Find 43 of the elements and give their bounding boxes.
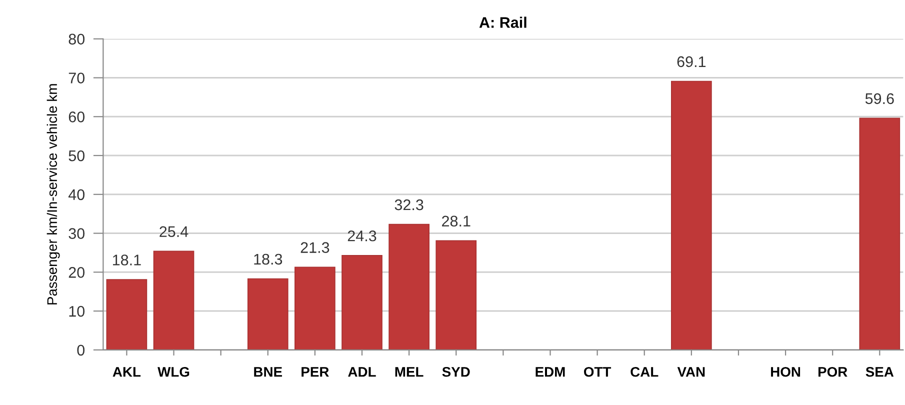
data-label: 18.3 — [254, 254, 282, 265]
x-tick-label: EDM — [536, 367, 565, 377]
data-label: 18.1 — [113, 254, 141, 266]
data-label: 32.3 — [394, 199, 424, 210]
y-tick-label: 20 — [68, 267, 85, 278]
data-label: 24.3 — [348, 230, 376, 242]
x-tick-label: POR — [818, 366, 848, 377]
y-tick-label: 0 — [77, 344, 85, 356]
data-label: 25.4 — [160, 226, 188, 238]
bar — [342, 255, 382, 350]
x-tick-label: CAL — [630, 366, 658, 377]
x-tick-label: VAN — [677, 367, 705, 377]
data-label: 59.6 — [865, 93, 894, 104]
bar — [247, 278, 288, 350]
y-tick-label: 80 — [68, 34, 85, 45]
bar — [436, 240, 477, 350]
y-tick-label: 40 — [68, 189, 85, 200]
x-tick-label: AKL — [112, 367, 141, 377]
x-tick-label: PER — [302, 367, 329, 377]
bar — [388, 224, 430, 350]
y-tick-label: 30 — [68, 228, 85, 239]
bar — [859, 118, 900, 350]
x-tick-label: SEA — [866, 366, 894, 377]
x-tick-label: OTT — [584, 366, 612, 377]
y-tick-label: 10 — [69, 306, 85, 317]
chart-title: A: Rail — [479, 16, 526, 28]
data-label: 21.3 — [300, 242, 330, 253]
y-tick-label: 60 — [68, 112, 85, 122]
x-tick-label: ADL — [348, 367, 376, 377]
x-tick-label: SYD — [442, 366, 470, 377]
bar — [294, 266, 336, 350]
data-label: 69.1 — [677, 56, 706, 68]
x-tick-label: HON — [771, 366, 800, 377]
x-tick-label: MEL — [395, 367, 424, 377]
bar — [106, 279, 148, 350]
y-axis-title: Passenger km/In-service vehicle km — [46, 84, 60, 304]
bar — [153, 250, 194, 350]
x-tick-label: WLG — [158, 366, 190, 377]
y-tick-label: 70 — [68, 72, 85, 84]
bar — [671, 80, 712, 350]
data-label: 28.1 — [442, 216, 470, 227]
y-tick-label: 50 — [68, 150, 85, 162]
x-tick-label: BNE — [254, 367, 282, 377]
